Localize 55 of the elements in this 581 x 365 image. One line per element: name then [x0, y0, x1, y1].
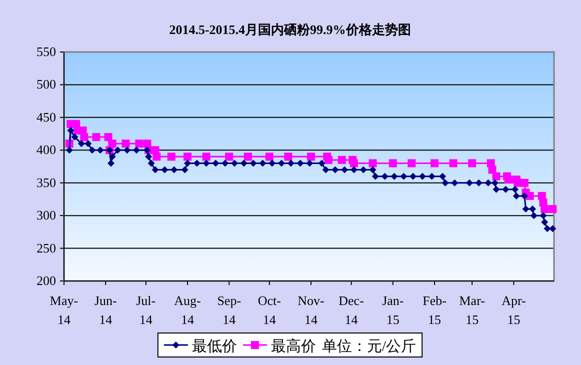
point	[408, 159, 416, 168]
point	[225, 152, 234, 161]
point	[338, 156, 346, 164]
y-tick-label: 300	[36, 208, 56, 223]
point	[307, 152, 316, 161]
y-tick-label: 200	[36, 273, 56, 288]
point	[284, 152, 292, 161]
point	[92, 133, 100, 142]
point	[80, 133, 88, 142]
point	[368, 159, 377, 168]
x-tick-label: Nov-14	[298, 293, 324, 327]
point	[449, 159, 458, 168]
x-tick-label: Jun-14	[94, 293, 117, 327]
chart-title: 2014.5-2015.4月国内硒粉99.9%价格走势图	[169, 22, 411, 37]
point	[388, 159, 397, 168]
point	[135, 140, 144, 148]
point	[324, 156, 332, 164]
point	[488, 166, 496, 174]
text: 单位：元/公斤	[322, 338, 416, 355]
point	[350, 159, 358, 168]
x-tick-label: Oct-14	[258, 293, 281, 327]
point	[167, 152, 176, 161]
y-tick-label: 500	[36, 76, 56, 92]
legend-label: 最低价	[192, 338, 237, 355]
point	[184, 152, 192, 161]
x-tick-label: May-14	[50, 293, 78, 327]
point	[492, 172, 500, 180]
x-tick-label: Jan-15	[382, 293, 404, 327]
point	[202, 152, 210, 161]
point	[244, 152, 252, 161]
point	[526, 192, 534, 200]
x-tick-label: Jul-14	[136, 293, 156, 327]
point	[520, 178, 528, 187]
y-tick-label: 400	[36, 142, 56, 158]
point	[122, 140, 130, 148]
point	[504, 176, 512, 184]
point	[104, 133, 112, 142]
point	[265, 152, 274, 161]
x-tick-label: Aug-14	[174, 293, 201, 327]
y-tick-label: 550	[36, 44, 56, 59]
point	[430, 159, 439, 168]
point	[468, 159, 476, 168]
point	[108, 140, 116, 148]
x-tick-label: Feb-15	[422, 293, 446, 327]
point	[540, 205, 549, 214]
x-tick-label: Sep-14	[217, 293, 242, 327]
y-tick-label: 250	[36, 240, 56, 256]
x-tick-label: Mar-15	[459, 293, 485, 327]
x-tick-label: Dec-14	[338, 293, 364, 327]
point	[152, 152, 161, 161]
legend-label: 最高价	[270, 338, 316, 355]
x-tick-label: Apr-15	[502, 293, 526, 327]
y-tick-label: 450	[36, 109, 56, 124]
y-tick-label: 350	[36, 174, 56, 190]
point	[548, 205, 557, 214]
